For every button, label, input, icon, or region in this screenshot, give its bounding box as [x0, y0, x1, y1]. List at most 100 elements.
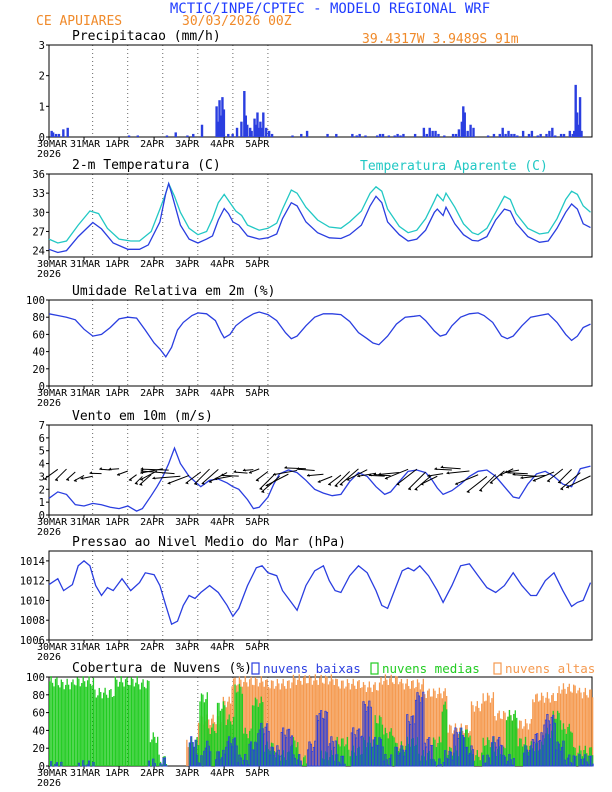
cloud-mid-bar [279, 760, 281, 766]
precip-bar [396, 133, 399, 137]
cloud-mid-bar [95, 697, 98, 766]
wind-arrow-head [265, 483, 269, 487]
cloud-mid-bar [479, 760, 481, 766]
precip-bar [463, 112, 466, 137]
cloud-high-bar [453, 730, 455, 766]
cloud-mid-bar [555, 718, 557, 766]
cloud-low-bar [217, 751, 221, 767]
precip-bar [267, 130, 271, 137]
precip-bar [62, 129, 65, 137]
cloud-high-bar [424, 694, 426, 766]
wind-arrow-head [140, 471, 144, 475]
cloud-mid-bar [82, 676, 84, 766]
precip-bar [265, 127, 268, 137]
cloud-mid-bar [565, 733, 568, 766]
x-tick-label: 31MAR [70, 139, 101, 150]
cloud-mid-bar [365, 747, 368, 766]
cloud-mid-bar [86, 680, 89, 766]
cloud-mid-bar [466, 729, 468, 766]
x-tick-label: 2APR [140, 139, 165, 150]
cloud-mid-bar [412, 738, 414, 766]
wind-arrow-head [455, 482, 459, 486]
cloud-mid-bar [244, 727, 246, 766]
cloud-mid-bar [501, 754, 503, 766]
cloud-mid-bar [348, 749, 350, 766]
cloud-mid-bar [104, 687, 106, 766]
cloud-high-bar [448, 724, 451, 766]
wind-arrow [259, 474, 275, 490]
panel-title: Precipitacao (mm/h) [72, 29, 221, 44]
cloud-high-bar [317, 684, 319, 766]
cloud-mid-bar [295, 747, 297, 766]
wind-arrow-head [99, 467, 103, 471]
cloud-mid-bar [298, 754, 300, 766]
cloud-mid-bar [72, 679, 74, 766]
cloud-mid-bar [453, 752, 455, 766]
cloud-high-bar [187, 747, 189, 766]
cloud-mid-bar [510, 715, 512, 766]
wind-arrow-head [520, 476, 524, 480]
cloud-mid-bar [79, 686, 81, 766]
cloud-mid-bar [396, 743, 398, 766]
precip-bar [551, 127, 554, 137]
cloud-mid-bar [454, 745, 457, 766]
cloud-mid-bar [97, 695, 99, 766]
cloud-high-bar [393, 683, 395, 766]
cloud-mid-bar [114, 676, 116, 766]
cloud-high-bar [358, 679, 360, 766]
precip-bar [300, 133, 303, 137]
cloud-mid-bar [301, 764, 303, 766]
cloud-mid-bar [548, 734, 550, 766]
wind-arrow-head [214, 477, 218, 481]
cloud-high-bar [390, 674, 392, 766]
cloud-low-bar [579, 758, 583, 767]
cloud-high-bar [340, 680, 343, 766]
cloud-mid-bar [532, 748, 534, 766]
precip-bar [545, 133, 548, 137]
cloud-high-bar [590, 689, 592, 766]
cloud-mid-bar [411, 738, 413, 766]
precip-bar [50, 130, 53, 137]
x-tick-label: 5APR [245, 768, 270, 779]
cloud-high-bar [292, 674, 295, 766]
cloud-mid-bar [193, 747, 195, 766]
precip-bar [57, 133, 61, 137]
cloud-mid-bar [212, 723, 214, 766]
wind-arrow [434, 468, 452, 471]
cloud-high-bar [570, 691, 572, 766]
cloud-high-bar [565, 693, 568, 766]
cloud-mid-bar [59, 687, 61, 766]
wind-arrow-head [140, 477, 144, 481]
panel-title: Umidade Relativa em 2m (%) [72, 284, 276, 299]
cloud-mid-bar [537, 750, 540, 766]
cloud-high-bar [356, 681, 359, 766]
cloud-high-bar [413, 688, 416, 766]
panel-frame [48, 299, 593, 387]
precip-bar [575, 112, 579, 137]
cloud-mid-bar [51, 682, 54, 766]
cloud-mid-bar [427, 752, 429, 766]
wind-arrow-head [507, 470, 511, 474]
wind-arrow [565, 475, 591, 488]
precip-bar [200, 124, 204, 137]
cloud-high-bar [574, 685, 576, 766]
cloud-mid-bar [270, 742, 273, 766]
cloud-mid-bar [234, 684, 236, 766]
cloud-high-bar [301, 684, 303, 766]
cloud-mid-bar [133, 686, 135, 766]
cloud-mid-bar [260, 696, 262, 766]
cloud-mid-bar [481, 752, 483, 766]
cloud-mid-bar [438, 736, 441, 766]
precip-bar [260, 127, 264, 137]
cloud-high-bar [545, 697, 547, 766]
wind-arrow-head [396, 482, 400, 486]
x-year-label: 2026 [37, 149, 61, 160]
cloud-mid-bar [66, 678, 68, 766]
cloud-high-bar [319, 677, 321, 766]
cloud-high-bar [501, 719, 503, 766]
y-tick-label: 80 [32, 690, 45, 702]
cloud-low-bar [563, 759, 566, 767]
precip-bar [527, 133, 531, 137]
cloud-mid-bar [235, 692, 238, 766]
cloud-mid-bar [241, 693, 243, 766]
